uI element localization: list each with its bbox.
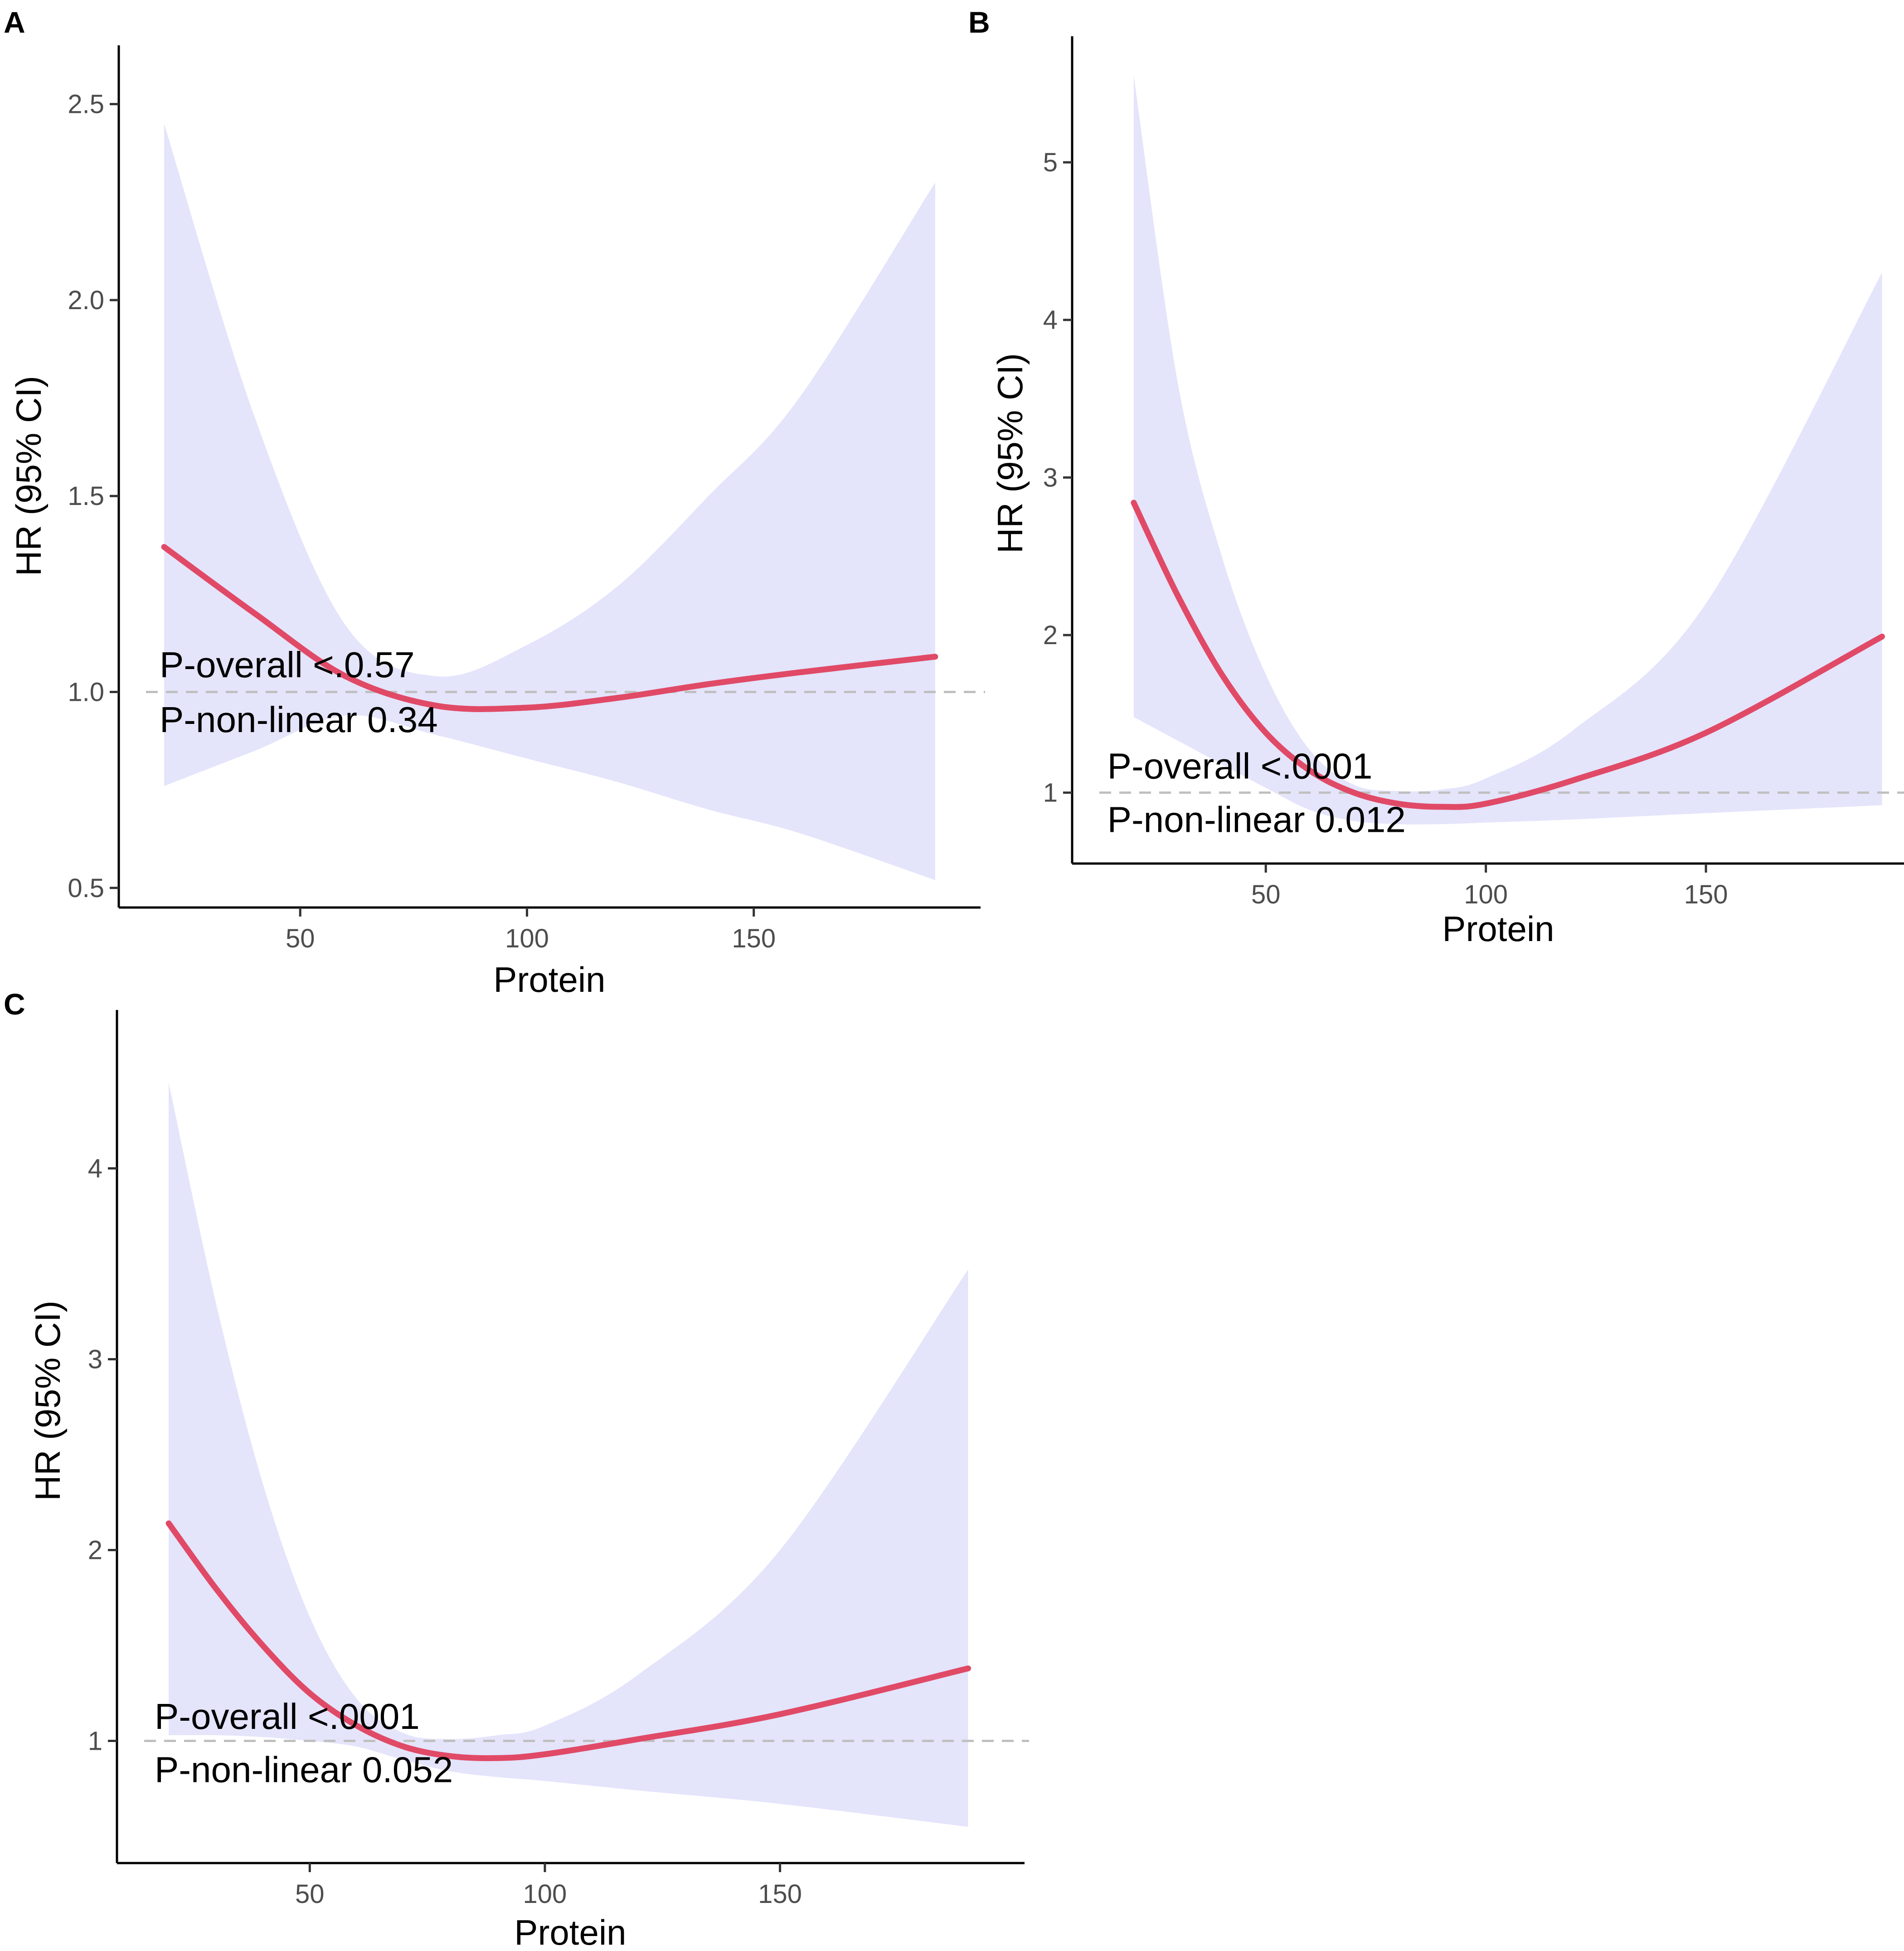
x-tick-label: 150 xyxy=(1684,880,1728,909)
x-tick-label: 50 xyxy=(286,924,315,953)
p-overall-label: P-overall <.0.57 xyxy=(160,645,415,685)
hr-line xyxy=(161,544,938,712)
p-overall-label: P-overall <.0001 xyxy=(155,1696,420,1737)
panel-letter: A xyxy=(4,5,25,39)
hr-line xyxy=(165,1520,971,1762)
panel-b: 1 2 3 4 5 50 100 150 Protein HR (95% CI) P-overall… xyxy=(968,5,1904,949)
p-non-linear-label: P-non-linear 0.34 xyxy=(160,699,438,740)
p-overall-label: P-overall <.0001 xyxy=(1107,746,1373,786)
x-tick-label: 150 xyxy=(732,924,776,953)
y-tick-label: 3 xyxy=(1043,463,1058,492)
y-tick-label: 3 xyxy=(88,1344,102,1374)
ci-band xyxy=(164,123,935,880)
y-axis-title: HR (95% CI) xyxy=(28,1301,68,1501)
x-axis-title: Protein xyxy=(514,1912,626,1951)
y-tick-label: 4 xyxy=(1043,306,1058,335)
x-tick-label: 100 xyxy=(505,924,549,953)
y-tick-label: 1 xyxy=(88,1727,102,1756)
y-tick-label: 0.5 xyxy=(68,874,104,903)
p-non-linear-label: P-non-linear 0.052 xyxy=(155,1750,453,1790)
y-tick-label: 4 xyxy=(88,1154,102,1183)
y-tick-label: 2.5 xyxy=(68,90,104,119)
x-tick-label: 150 xyxy=(758,1879,802,1909)
y-tick-label: 5 xyxy=(1043,148,1058,177)
ci-band xyxy=(1133,75,1882,825)
y-tick-label: 2 xyxy=(88,1536,102,1565)
y-tick-label: 1.5 xyxy=(68,481,104,511)
y-tick-label: 2 xyxy=(1043,621,1058,650)
y-axis-title: HR (95% CI) xyxy=(9,376,49,576)
y-tick-label: 2.0 xyxy=(68,286,104,315)
hr-line xyxy=(1131,500,1885,810)
ci-band xyxy=(169,1082,968,1827)
y-axis-title: HR (95% CI) xyxy=(990,353,1030,553)
x-axis-title: Protein xyxy=(493,960,605,1000)
x-tick-label: 50 xyxy=(295,1879,325,1909)
panel-c: 1 2 3 4 50 100 150 Protein HR (95% CI) P-overall … xyxy=(4,987,1029,1951)
x-tick-label: 100 xyxy=(1464,880,1508,909)
panel-letter: B xyxy=(968,5,990,39)
panel-a: 0.5 1.0 1.5 2.0 2.5 50 100 150 Protein HR (95% CI… xyxy=(4,5,985,1000)
x-axis-title: Protein xyxy=(1442,909,1554,949)
x-tick-label: 50 xyxy=(1251,880,1281,909)
p-non-linear-label: P-non-linear 0.012 xyxy=(1107,800,1406,840)
y-tick-label: 1.0 xyxy=(68,678,104,707)
y-tick-label: 1 xyxy=(1043,778,1058,808)
panel-letter: C xyxy=(4,987,25,1021)
x-tick-label: 100 xyxy=(523,1879,567,1909)
